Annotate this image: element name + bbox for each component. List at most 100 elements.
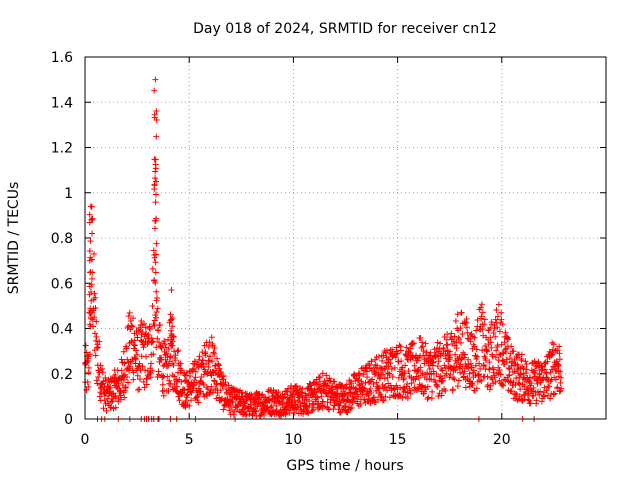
data-point — [431, 346, 438, 353]
data-point — [133, 347, 140, 354]
data-point — [152, 199, 159, 206]
data-point — [499, 350, 506, 357]
data-point — [444, 342, 451, 349]
data-point — [528, 380, 535, 387]
data-point — [455, 357, 462, 364]
data-point — [556, 343, 563, 350]
data-point — [455, 377, 462, 384]
data-point — [401, 375, 408, 382]
data-point — [202, 348, 209, 355]
data-point — [277, 407, 284, 414]
data-point — [308, 385, 315, 392]
data-point — [403, 383, 410, 390]
data-point — [430, 359, 437, 366]
data-point — [317, 374, 324, 381]
data-point — [92, 330, 99, 337]
data-point — [499, 357, 506, 364]
data-point — [294, 404, 301, 411]
data-points — [82, 76, 565, 422]
data-point — [159, 374, 166, 381]
data-point — [459, 331, 466, 338]
data-point — [161, 348, 168, 355]
data-point — [165, 362, 172, 369]
y-axis-label: SRMTID / TECUs — [6, 182, 22, 295]
data-point — [309, 401, 316, 408]
y-tick-label: 0 — [64, 412, 73, 428]
data-point — [541, 393, 548, 400]
data-point — [84, 378, 91, 385]
data-point — [523, 361, 530, 368]
data-point — [516, 380, 523, 387]
data-point — [439, 367, 446, 374]
data-point — [342, 403, 349, 410]
data-point — [502, 329, 509, 336]
data-point — [433, 371, 440, 378]
data-point — [556, 350, 563, 357]
data-point — [89, 215, 96, 222]
data-point — [407, 349, 414, 356]
data-point — [153, 215, 160, 222]
data-point — [482, 342, 489, 349]
data-point — [195, 392, 202, 399]
data-point — [397, 347, 404, 354]
data-point — [434, 339, 441, 346]
data-point — [153, 108, 160, 115]
data-point — [96, 338, 103, 345]
data-point — [438, 392, 445, 399]
y-tick-label: 1.2 — [51, 141, 73, 157]
data-point — [188, 389, 195, 396]
data-point — [160, 392, 167, 399]
data-point — [394, 386, 401, 393]
data-point — [494, 313, 501, 320]
data-point — [473, 327, 480, 334]
data-point — [394, 350, 401, 357]
data-point — [547, 395, 554, 402]
data-point — [91, 290, 98, 297]
data-point — [210, 389, 217, 396]
data-point — [487, 339, 494, 346]
data-point — [154, 305, 161, 312]
data-point — [153, 308, 160, 315]
data-point — [342, 385, 349, 392]
data-point — [557, 368, 564, 375]
data-point — [427, 349, 434, 356]
x-tick-label: 0 — [81, 432, 90, 448]
data-point — [184, 391, 191, 398]
data-point — [176, 397, 183, 404]
data-point — [448, 330, 455, 337]
data-point — [492, 354, 499, 361]
data-point — [167, 311, 174, 318]
data-point — [385, 356, 392, 363]
data-point — [355, 376, 362, 383]
data-point — [214, 355, 221, 362]
data-point — [153, 314, 160, 321]
data-point — [366, 395, 373, 402]
data-point — [404, 395, 411, 402]
data-point — [129, 323, 136, 330]
data-point — [161, 337, 168, 344]
data-point — [380, 397, 387, 404]
data-point — [484, 382, 491, 389]
data-point — [213, 367, 220, 374]
data-point — [344, 409, 351, 416]
y-tick-label: 0.8 — [51, 231, 73, 247]
data-point — [217, 387, 224, 394]
data-point — [168, 316, 175, 323]
data-point — [151, 322, 158, 329]
data-point — [200, 357, 207, 364]
data-point — [456, 336, 463, 343]
data-point — [361, 385, 368, 392]
data-point — [99, 365, 106, 372]
data-point — [463, 324, 470, 331]
data-point — [497, 319, 504, 326]
data-point — [147, 374, 154, 381]
data-point — [515, 379, 522, 386]
data-point — [121, 394, 128, 401]
data-point — [350, 384, 357, 391]
data-point — [92, 304, 99, 311]
data-point — [462, 384, 469, 391]
data-point — [205, 343, 212, 350]
data-point — [469, 382, 476, 389]
data-point — [520, 365, 527, 372]
data-point — [93, 333, 100, 340]
